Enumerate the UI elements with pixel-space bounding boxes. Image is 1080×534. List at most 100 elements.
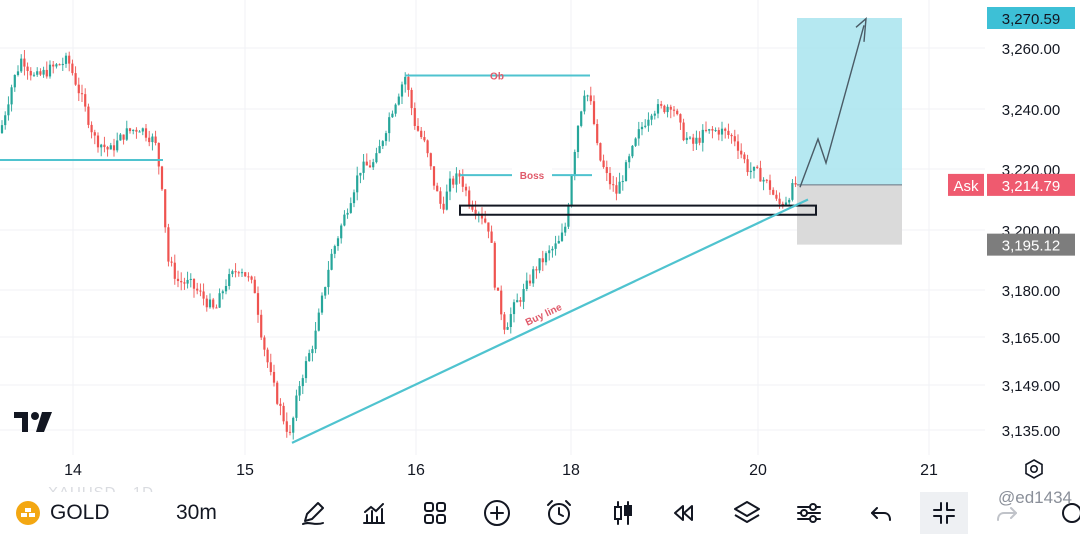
symbol-button[interactable]: GOLD [50, 501, 110, 524]
candle-body [429, 153, 432, 167]
candle-body [231, 271, 234, 275]
candle-body [276, 382, 279, 404]
candle-body [791, 183, 794, 200]
candle-body [589, 95, 592, 102]
candle-body [452, 178, 455, 185]
candle-style-icon[interactable] [606, 492, 640, 534]
candle-body [557, 240, 560, 244]
candle-body [391, 113, 394, 118]
interval-button[interactable]: 30m [176, 501, 217, 524]
candle-body [618, 181, 621, 194]
candle-body [160, 166, 164, 190]
candle-body [186, 279, 189, 284]
redo-icon[interactable] [990, 492, 1024, 534]
candle-body [192, 278, 196, 289]
more-icon[interactable] [1056, 492, 1080, 534]
candle-body [490, 231, 493, 243]
candle-body [320, 295, 324, 313]
candle-body [100, 144, 103, 148]
candle-body [397, 96, 400, 105]
candle-body [234, 271, 237, 273]
candle-body [304, 361, 308, 379]
x-tick-label: 21 [920, 462, 938, 479]
candle-body [240, 272, 244, 274]
candle-body [125, 128, 128, 140]
candle-body [701, 129, 704, 143]
undo-icon[interactable] [864, 492, 898, 534]
stop-price-label: 3,195.12 [1002, 238, 1060, 255]
candle-body [151, 136, 154, 143]
y-tick-label: 3,180.00 [1002, 283, 1060, 300]
candle-body [144, 128, 148, 138]
settings-sliders-icon[interactable] [792, 492, 826, 534]
candle-body [768, 180, 772, 190]
x-tick-label: 18 [562, 462, 580, 479]
candle-body [228, 274, 231, 287]
candle-body [740, 150, 743, 155]
candle-body [592, 101, 596, 124]
candle-body [532, 269, 535, 284]
candle-body [576, 125, 580, 152]
candle-body [372, 162, 375, 168]
candle-body [327, 269, 330, 288]
candle-body [685, 137, 688, 141]
candle-body [109, 145, 112, 150]
candle-body [580, 111, 583, 126]
candle-body [464, 186, 468, 191]
ask-price-label-bg [987, 173, 1075, 196]
candle-body [122, 134, 125, 140]
candle-body [752, 166, 756, 171]
fullscreen-collapse-icon[interactable] [920, 492, 968, 534]
tradingview-logo-icon [14, 412, 52, 432]
candle-body [439, 191, 442, 204]
chart-settings-icon[interactable] [1025, 459, 1043, 479]
candle-body [445, 191, 448, 210]
add-icon[interactable] [480, 492, 514, 534]
candle-body [672, 109, 676, 111]
candle-body [573, 151, 576, 176]
indicators-icon[interactable] [357, 492, 391, 534]
candle-body [567, 206, 570, 227]
candle-body [525, 280, 528, 289]
draw-tool-icon[interactable] [296, 492, 330, 534]
candle-body [164, 189, 167, 228]
candle-body [282, 405, 285, 422]
alarm-icon[interactable] [542, 492, 576, 534]
candle-body [64, 55, 68, 64]
candle-body [647, 119, 650, 126]
candle-body [615, 185, 618, 194]
ask-tag-bg [948, 173, 984, 196]
layers-icon[interactable] [730, 492, 764, 534]
candle-body [512, 302, 516, 315]
candle-body [640, 126, 644, 130]
candle-body [250, 276, 253, 280]
candle-body [285, 421, 288, 432]
layouts-icon[interactable] [418, 492, 452, 534]
candle-body [90, 124, 93, 133]
candle-body [308, 353, 311, 362]
candle-body [135, 129, 138, 132]
candle-body [442, 203, 445, 210]
candle-body [634, 138, 637, 146]
candle-body [503, 314, 506, 330]
gold-symbol-icon[interactable] [12, 492, 44, 534]
candle-body [266, 349, 269, 363]
candle-body [346, 212, 349, 215]
candle-body [605, 167, 608, 174]
candle-body [730, 134, 733, 137]
candle-body [404, 76, 407, 85]
candle-body [394, 104, 397, 114]
candle-body [631, 145, 634, 157]
y-tick-label: 3,165.00 [1002, 330, 1060, 347]
projection-path [799, 25, 865, 188]
candle-body [368, 165, 372, 168]
candle-body [480, 213, 484, 219]
candle-body [26, 66, 29, 71]
target-price-label-bg [987, 7, 1075, 29]
replay-icon[interactable] [666, 492, 700, 534]
candle-body [602, 160, 605, 168]
candle-body [416, 125, 420, 131]
candle-body [621, 181, 624, 183]
target-zone [797, 18, 902, 185]
